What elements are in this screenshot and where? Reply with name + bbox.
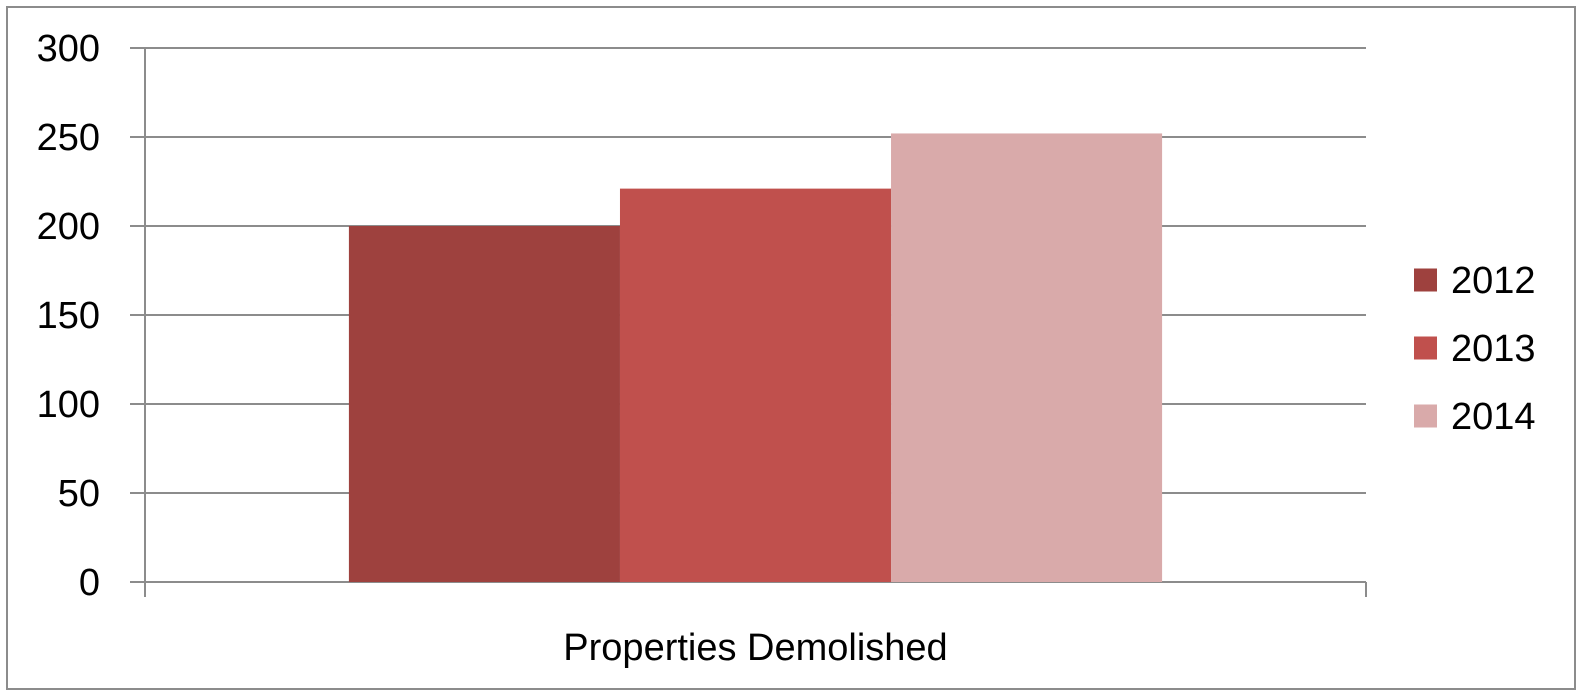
y-tick-label: 200 [37, 206, 100, 248]
category-labels: Properties Demolished [563, 627, 947, 669]
y-tick-label: 50 [58, 473, 100, 515]
y-tick-label: 150 [37, 295, 100, 337]
x-category-label: Properties Demolished [563, 627, 947, 669]
legend-label-2012: 2012 [1451, 260, 1536, 302]
legend-label-2014: 2014 [1451, 396, 1536, 438]
bars [348, 133, 1163, 582]
y-tick-labels: 0 50 100 150 200 250 300 [37, 28, 100, 604]
legend-swatch-2013 [1414, 336, 1437, 360]
legend-swatch-2012 [1414, 268, 1437, 292]
y-tick-label: 300 [37, 28, 100, 70]
legend: 2012 2013 2014 [1414, 260, 1536, 438]
legend-label-2013: 2013 [1451, 328, 1536, 370]
bar-2013 [619, 188, 892, 582]
y-tick-label: 250 [37, 117, 100, 159]
legend-swatch-2014 [1414, 404, 1437, 428]
y-tick-label: 0 [79, 562, 100, 604]
y-tick-label: 100 [37, 384, 100, 426]
bar-2014 [891, 133, 1163, 582]
bar-2012 [348, 226, 620, 582]
